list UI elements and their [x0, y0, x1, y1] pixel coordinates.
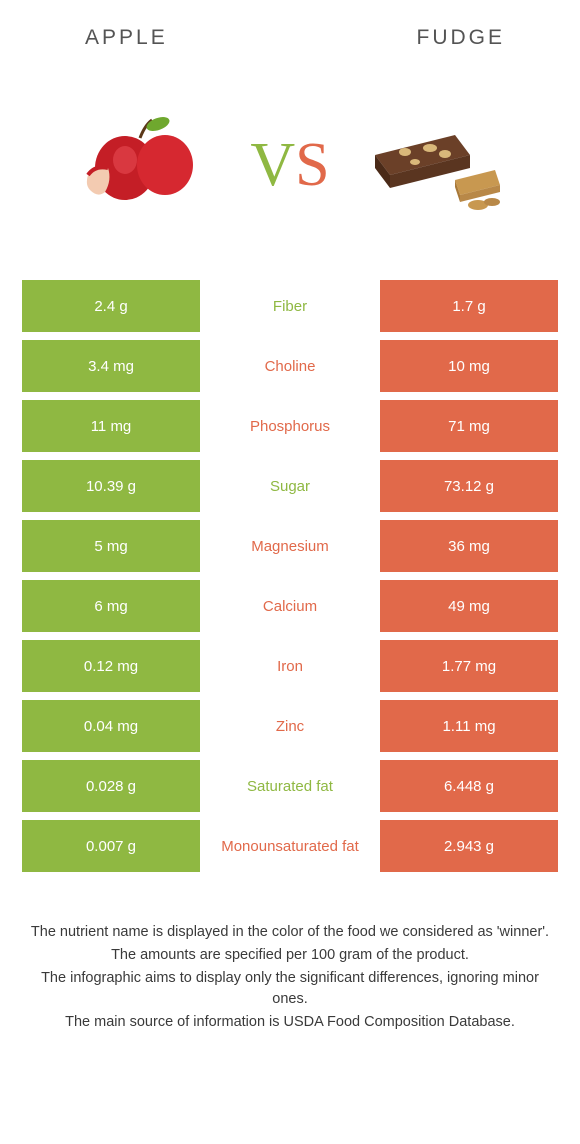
value-left: 5 mg [22, 520, 200, 572]
value-left: 10.39 g [22, 460, 200, 512]
value-left: 0.12 mg [22, 640, 200, 692]
food-title-left: APPLE [85, 26, 168, 50]
nutrient-label: Iron [200, 640, 380, 692]
value-right: 49 mg [380, 580, 558, 632]
table-row: 0.12 mgIron1.77 mg [22, 640, 558, 692]
nutrient-label: Phosphorus [200, 400, 380, 452]
footer-notes: The nutrient name is displayed in the co… [28, 922, 552, 1033]
nutrient-label: Fiber [200, 280, 380, 332]
table-row: 0.007 gMonounsaturated fat2.943 g [22, 820, 558, 872]
nutrient-label: Saturated fat [200, 760, 380, 812]
value-left: 0.04 mg [22, 700, 200, 752]
table-row: 3.4 mgCholine10 mg [22, 340, 558, 392]
apple-icon [70, 110, 220, 220]
value-left: 0.028 g [22, 760, 200, 812]
nutrient-label: Magnesium [200, 520, 380, 572]
footer-line-1: The nutrient name is displayed in the co… [28, 922, 552, 943]
nutrient-label: Calcium [200, 580, 380, 632]
table-row: 2.4 gFiber1.7 g [22, 280, 558, 332]
value-right: 36 mg [380, 520, 558, 572]
vs-v: V [250, 131, 295, 199]
vs-s: S [295, 131, 329, 199]
value-left: 6 mg [22, 580, 200, 632]
footer-line-3: The infographic aims to display only the… [28, 968, 552, 1010]
value-right: 1.77 mg [380, 640, 558, 692]
table-row: 6 mgCalcium49 mg [22, 580, 558, 632]
header-row: APPLE FUDGE [0, 0, 580, 50]
vs-label: VS [250, 130, 329, 201]
value-right: 71 mg [380, 400, 558, 452]
table-row: 0.028 gSaturated fat6.448 g [22, 760, 558, 812]
vs-row: VS [0, 110, 580, 220]
table-row: 5 mgMagnesium36 mg [22, 520, 558, 572]
value-right: 10 mg [380, 340, 558, 392]
food-title-right: FUDGE [417, 26, 506, 50]
table-row: 10.39 gSugar73.12 g [22, 460, 558, 512]
value-left: 11 mg [22, 400, 200, 452]
footer-line-2: The amounts are specified per 100 gram o… [28, 945, 552, 966]
nutrient-label: Choline [200, 340, 380, 392]
table-row: 0.04 mgZinc1.11 mg [22, 700, 558, 752]
nutrient-label: Sugar [200, 460, 380, 512]
footer-line-4: The main source of information is USDA F… [28, 1012, 552, 1033]
nutrient-label: Zinc [200, 700, 380, 752]
value-left: 3.4 mg [22, 340, 200, 392]
fudge-icon [360, 110, 510, 220]
value-right: 2.943 g [380, 820, 558, 872]
value-right: 1.11 mg [380, 700, 558, 752]
value-left: 2.4 g [22, 280, 200, 332]
apple-image [70, 110, 220, 220]
value-left: 0.007 g [22, 820, 200, 872]
value-right: 1.7 g [380, 280, 558, 332]
nutrient-label: Monounsaturated fat [200, 820, 380, 872]
value-right: 6.448 g [380, 760, 558, 812]
comparison-table: 2.4 gFiber1.7 g 3.4 mgCholine10 mg 11 mgPh… [22, 280, 558, 872]
table-row: 11 mgPhosphorus71 mg [22, 400, 558, 452]
fudge-image [360, 110, 510, 220]
value-right: 73.12 g [380, 460, 558, 512]
